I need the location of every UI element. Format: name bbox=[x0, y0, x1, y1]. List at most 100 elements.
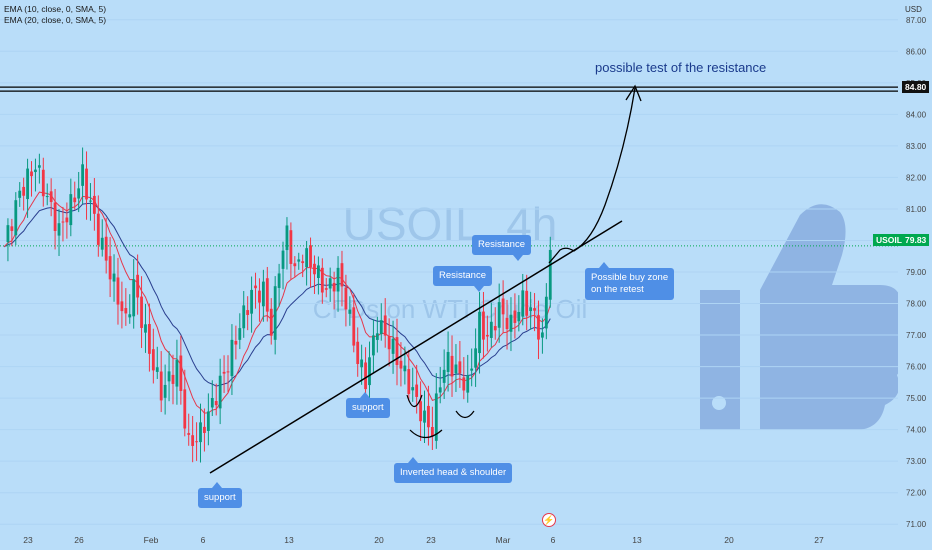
candle-body bbox=[446, 351, 450, 372]
candle-body bbox=[116, 277, 120, 305]
candle-body bbox=[383, 315, 387, 336]
candle-body bbox=[203, 426, 206, 433]
symbol-tag: USOIL bbox=[873, 234, 905, 246]
candle-body bbox=[261, 281, 265, 307]
price-tick-label: 82.00 bbox=[906, 173, 927, 182]
candle-body bbox=[525, 290, 529, 316]
thumb-dot bbox=[712, 396, 726, 410]
candle-body bbox=[344, 287, 348, 310]
time-tick-label: Feb bbox=[144, 535, 159, 545]
candle-body bbox=[423, 410, 426, 423]
candle-body bbox=[230, 339, 234, 377]
candle-body bbox=[26, 168, 29, 200]
candle-body bbox=[167, 371, 171, 382]
candle-body bbox=[462, 377, 466, 391]
lightning-icon[interactable]: ⚡ bbox=[542, 513, 556, 527]
candle-body bbox=[513, 310, 517, 323]
candle-body bbox=[293, 263, 297, 267]
candle-body bbox=[45, 196, 49, 198]
candle-body bbox=[191, 435, 195, 446]
candle-body bbox=[419, 401, 422, 422]
candle-body bbox=[427, 405, 430, 428]
indicator-ema20-label[interactable]: EMA (20, close, 0, SMA, 5) bbox=[4, 15, 107, 25]
candle-body bbox=[120, 301, 124, 312]
candle-body bbox=[336, 267, 340, 292]
time-tick-label: 23 bbox=[23, 535, 33, 545]
price-tick-label: 77.00 bbox=[906, 331, 927, 340]
candle-body bbox=[65, 217, 69, 223]
candle-body bbox=[163, 384, 167, 398]
candle-body bbox=[22, 186, 26, 196]
candle-body bbox=[289, 230, 293, 264]
candle-body bbox=[10, 226, 14, 231]
candles bbox=[6, 147, 552, 463]
candle-body bbox=[206, 411, 210, 431]
candle-body bbox=[521, 290, 525, 317]
candle-body bbox=[297, 259, 301, 262]
candle-body bbox=[199, 422, 202, 443]
candle-body bbox=[454, 364, 458, 374]
time-axis[interactable]: 23 26 Feb 6 13 20 23 Mar 6 13 20 27 bbox=[23, 535, 824, 545]
candle-body bbox=[226, 371, 230, 373]
head-arc bbox=[409, 429, 443, 439]
candle-body bbox=[151, 349, 155, 371]
indicator-ema10-label[interactable]: EMA (10, close, 0, SMA, 5) bbox=[4, 4, 107, 14]
candle-body bbox=[415, 384, 419, 397]
candle-body bbox=[96, 213, 100, 245]
projection-arrowhead bbox=[625, 84, 642, 102]
time-tick-label: 23 bbox=[426, 535, 436, 545]
candle-body bbox=[470, 368, 474, 371]
time-tick-label: 13 bbox=[284, 535, 294, 545]
candle-body bbox=[356, 341, 360, 365]
candle-body bbox=[89, 200, 92, 202]
candle-body bbox=[41, 169, 45, 197]
candle-body bbox=[234, 340, 238, 345]
candle-body bbox=[533, 308, 536, 311]
candle-body bbox=[313, 263, 316, 275]
candle-body bbox=[128, 314, 132, 318]
candle-body bbox=[501, 298, 505, 315]
time-tick-label: 27 bbox=[814, 535, 824, 545]
candle-body bbox=[399, 360, 403, 369]
candle-body bbox=[57, 223, 61, 236]
resistance-callout-upper: Resistance bbox=[472, 235, 531, 261]
candle-body bbox=[265, 278, 269, 312]
candle-body bbox=[403, 365, 407, 372]
candle-body bbox=[140, 296, 143, 328]
candle-body bbox=[529, 307, 533, 312]
right-shoulder-arc bbox=[455, 410, 475, 419]
candle-body bbox=[92, 195, 96, 214]
time-tick-label: 20 bbox=[374, 535, 384, 545]
candle-body bbox=[81, 164, 84, 186]
candle-body bbox=[509, 314, 513, 332]
candle-body bbox=[395, 337, 399, 365]
candle-body bbox=[517, 311, 521, 322]
candle-body bbox=[372, 335, 375, 356]
thumb-hand bbox=[760, 204, 906, 430]
price-tick-label: 78.00 bbox=[906, 300, 927, 309]
candle-body bbox=[108, 256, 112, 280]
candle-body bbox=[195, 441, 198, 443]
candle-body bbox=[548, 249, 552, 300]
candle-body bbox=[482, 311, 485, 340]
candle-body bbox=[61, 221, 65, 223]
watermark-name: CFDs on WTI Crude Oil bbox=[313, 294, 588, 324]
candle-body bbox=[159, 371, 163, 401]
candle-body bbox=[391, 338, 395, 354]
candle-body bbox=[148, 324, 151, 354]
price-tick-label: 86.00 bbox=[906, 47, 927, 56]
candle-body bbox=[277, 273, 281, 288]
candle-body bbox=[407, 369, 411, 394]
candle-body bbox=[37, 165, 41, 168]
candle-body bbox=[104, 236, 108, 261]
candle-body bbox=[179, 355, 183, 391]
candle-body bbox=[6, 225, 10, 243]
candle-body bbox=[317, 265, 320, 278]
candle-body bbox=[222, 371, 226, 374]
candle-body bbox=[375, 333, 379, 340]
title-note: possible test of the resistance bbox=[595, 60, 767, 75]
candle-body bbox=[348, 309, 352, 314]
candle-body bbox=[368, 357, 371, 386]
